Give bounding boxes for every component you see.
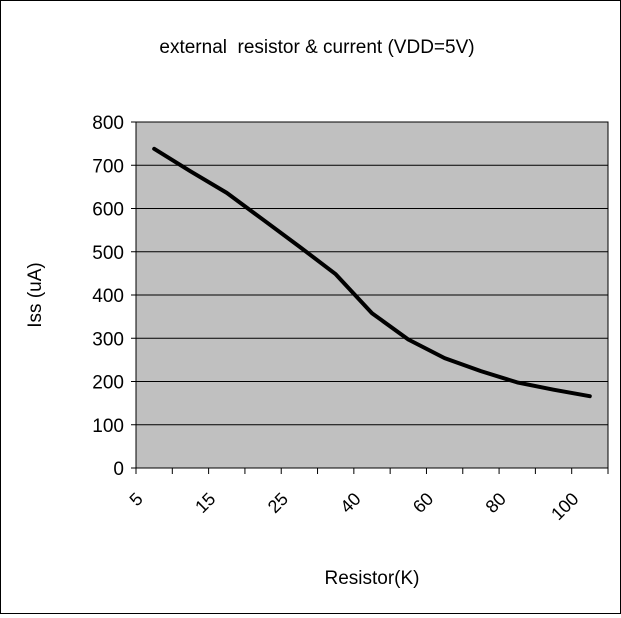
- y-tick-label: 600: [92, 200, 124, 221]
- series-line: [152, 146, 592, 399]
- x-axis-ticks: 5 15 25 40 60 80 100: [126, 468, 609, 524]
- x-tick-label: 100: [547, 489, 582, 524]
- y-tick-label: 300: [92, 329, 124, 350]
- y-tick-label: 500: [92, 243, 124, 264]
- y-tick-label: 800: [92, 113, 124, 134]
- x-tick-label: 5: [126, 489, 147, 510]
- y-axis-ticks: 0 100 200 300 400 500 600 700 800: [92, 113, 136, 480]
- grid-lines: [136, 164, 608, 426]
- x-tick-label: 15: [191, 489, 219, 517]
- y-tick-label: 100: [92, 416, 124, 437]
- y-tick-label: 0: [113, 459, 124, 480]
- x-tick-label: 40: [336, 489, 364, 517]
- x-tick-label: 60: [409, 489, 437, 517]
- x-tick-label: 25: [264, 489, 292, 517]
- y-tick-label: 400: [92, 286, 124, 307]
- y-tick-label: 700: [92, 156, 124, 177]
- y-axis-label: Iss (uA): [25, 262, 46, 327]
- x-tick-label: 80: [482, 489, 510, 517]
- x-axis-label: Resistor(K): [324, 568, 419, 589]
- y-tick-label: 200: [92, 373, 124, 394]
- chart-title: external resistor & current (VDD=5V): [159, 37, 474, 58]
